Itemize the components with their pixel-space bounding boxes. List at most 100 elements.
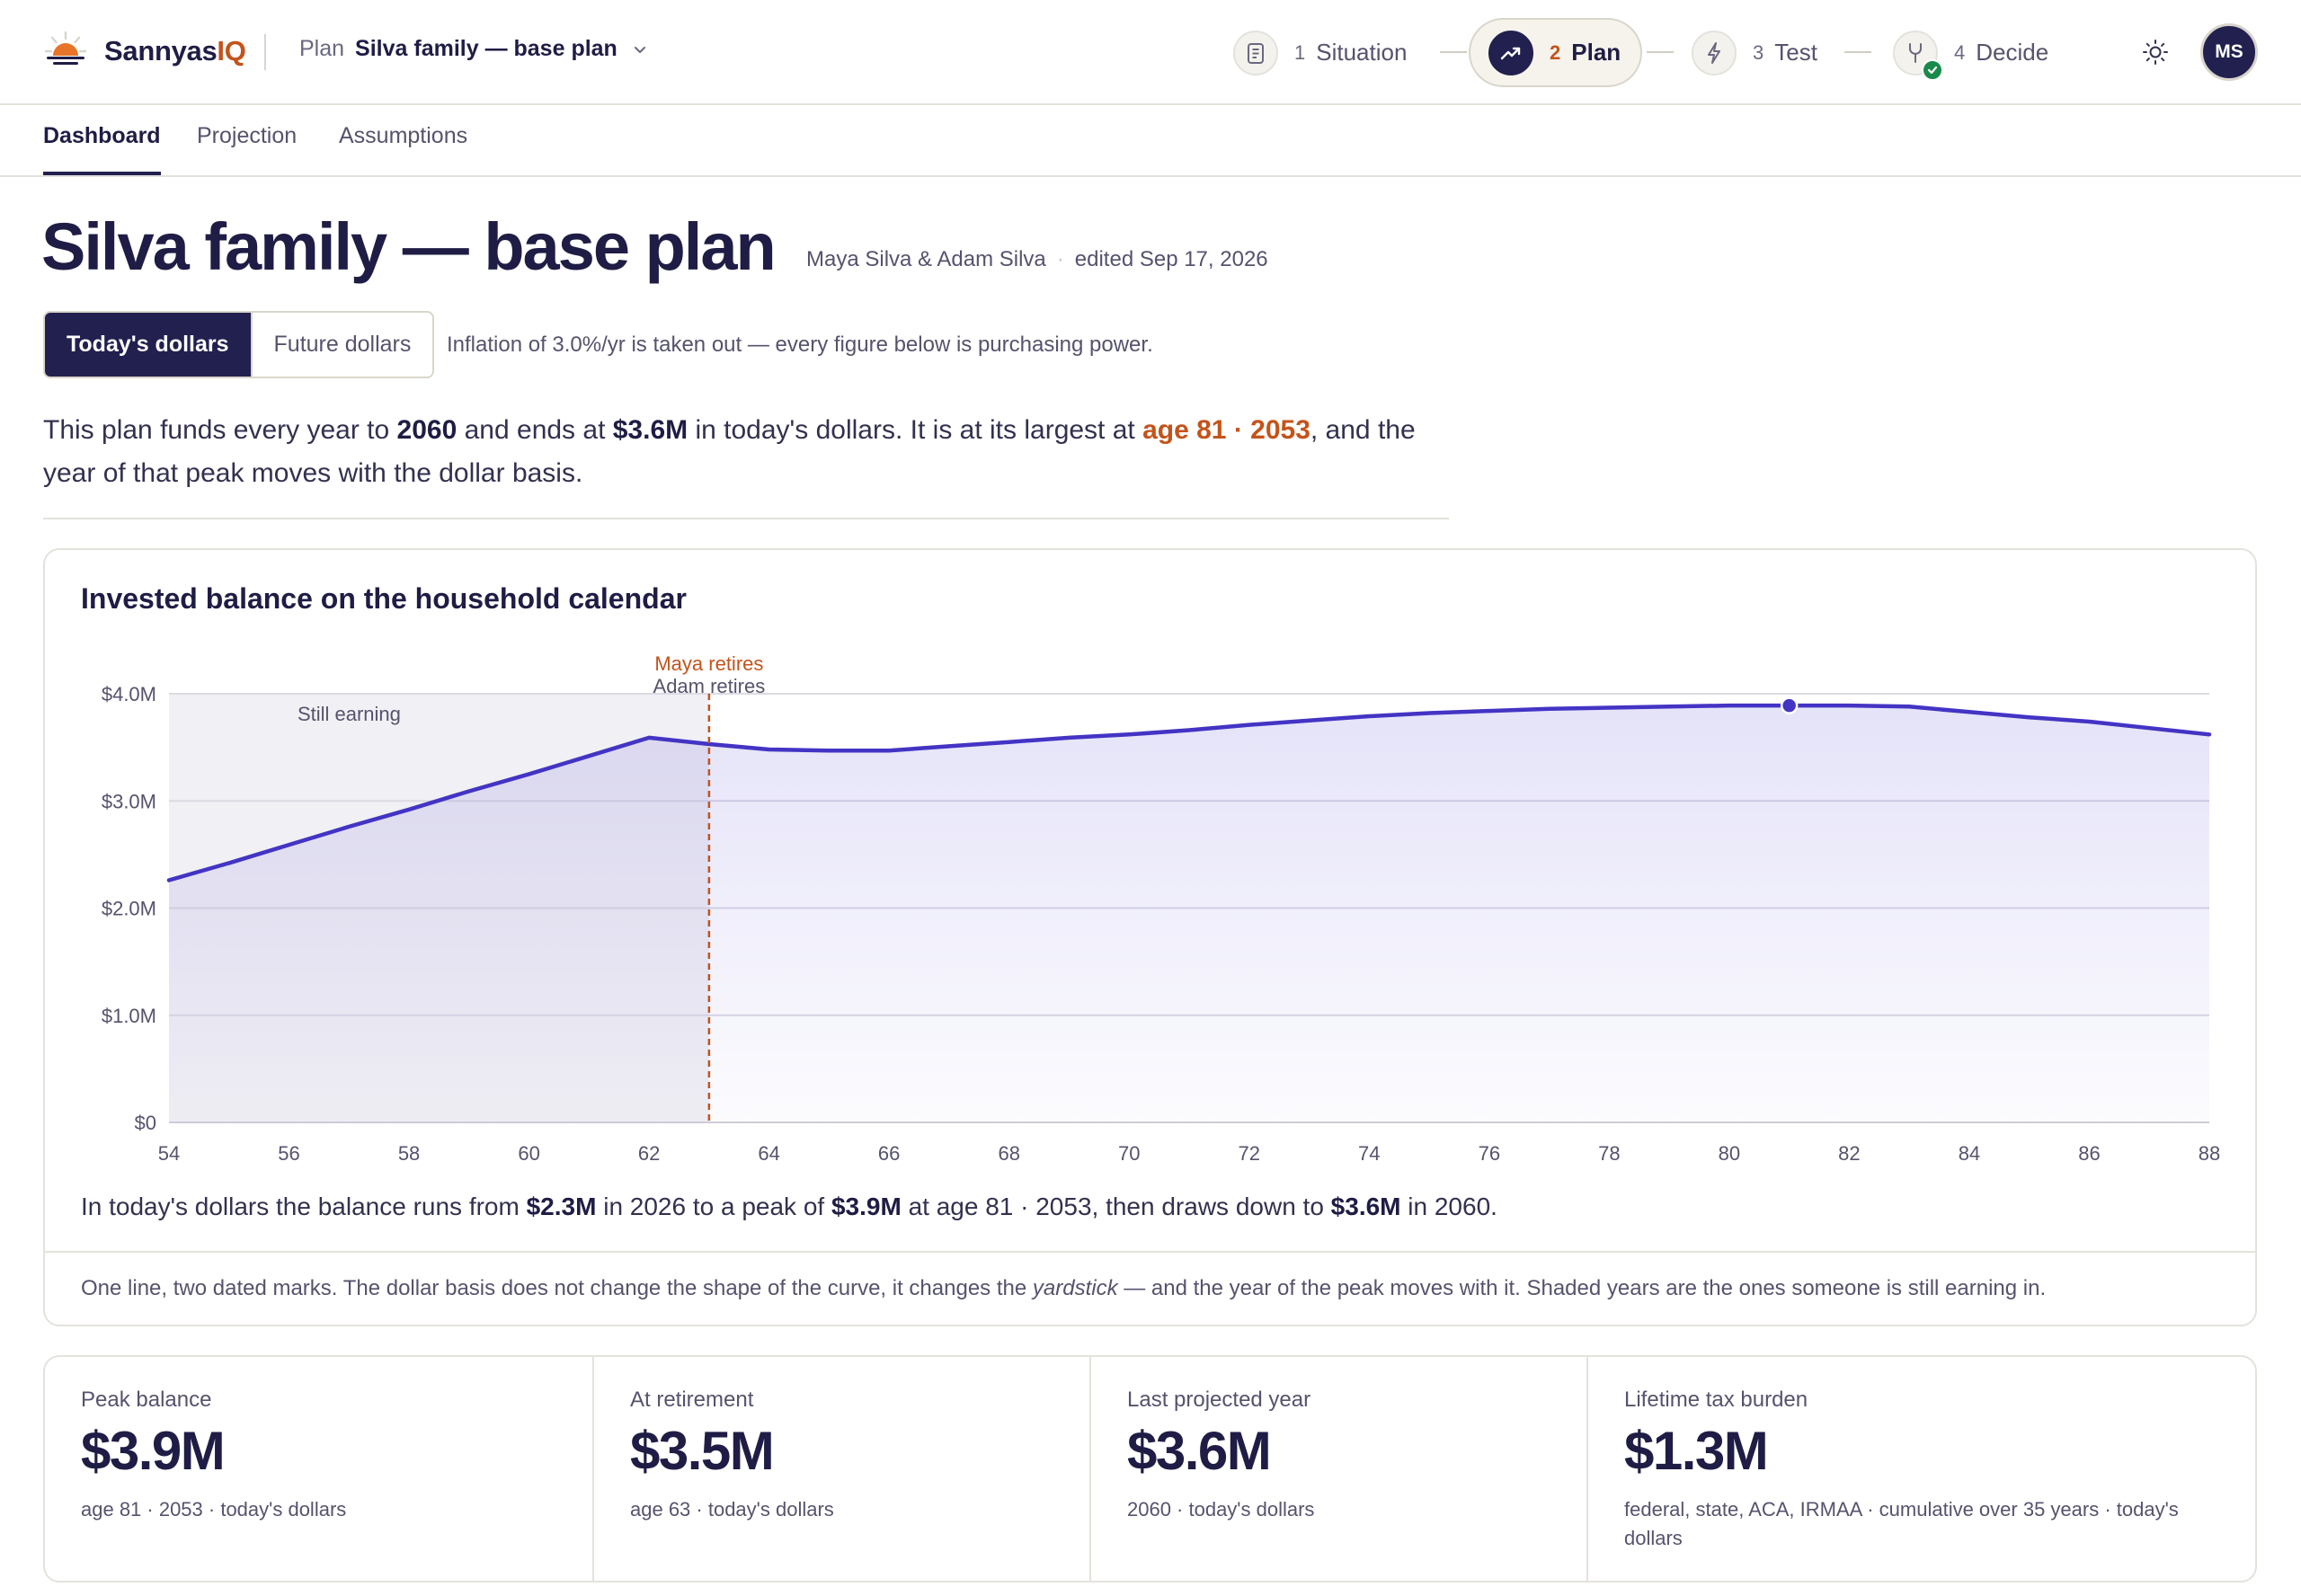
dollar-basis-toggle: Today's dollars Future dollars: [43, 311, 435, 378]
x-tick-label: 66: [878, 1142, 900, 1165]
x-tick-label: 58: [398, 1142, 420, 1165]
chart-footnote: One line, two dated marks. The dollar ba…: [45, 1251, 2255, 1325]
plan-selector-label: Plan: [299, 36, 345, 61]
chart-title: Invested balance on the household calend…: [81, 582, 687, 615]
x-tick-label: 84: [1959, 1142, 1980, 1165]
peak-highlight: age 81 · 2053: [1142, 415, 1310, 445]
step-plan[interactable]: 2 Plan: [1469, 18, 1643, 87]
y-tick-label: $2.0M: [102, 898, 156, 920]
y-tick-label: $4.0M: [102, 683, 156, 705]
brand[interactable]: SannyasIQ: [41, 27, 246, 75]
earning-region-label: Still earning: [298, 703, 401, 725]
stat-last-projected-year: Last projected year $3.6M 2060 · today's…: [1089, 1357, 1586, 1581]
x-tick-label: 70: [1118, 1142, 1140, 1165]
x-tick-label: 74: [1358, 1142, 1380, 1165]
step-number: 4: [1954, 40, 1966, 64]
balance-line: [166, 703, 2212, 882]
x-tick-label: 76: [1479, 1142, 1500, 1165]
plan-owners: Maya Silva & Adam Silva: [806, 247, 1046, 271]
stat-lifetime-tax: Lifetime tax burden $1.3M federal, state…: [1586, 1357, 2255, 1581]
step-connector: [1440, 51, 1467, 53]
stat-label: Last projected year: [1127, 1388, 1311, 1412]
tab-assumptions[interactable]: Assumptions: [339, 123, 468, 148]
x-tick-label: 78: [1598, 1142, 1620, 1165]
stat-label: Lifetime tax burden: [1624, 1388, 1808, 1412]
stat-at-retirement: At retirement $3.5M age 63 · today's dol…: [592, 1357, 1089, 1581]
tab-dashboard[interactable]: Dashboard: [43, 123, 161, 175]
chevron-down-icon: [634, 46, 645, 53]
plan-selector-value: Silva family — base plan: [355, 36, 617, 61]
step-label: Test: [1774, 39, 1817, 66]
tab-projection[interactable]: Projection: [197, 123, 298, 148]
plan-edited-date: edited Sep 17, 2026: [1074, 247, 1268, 271]
step-label: Decide: [1976, 39, 2049, 66]
stat-peak-balance: Peak balance $3.9M age 81 · 2053 · today…: [45, 1357, 592, 1581]
y-tick-label: $3.0M: [102, 790, 156, 812]
x-tick-label: 62: [638, 1142, 660, 1165]
plan-meta: Maya Silva & Adam Silva · edited Sep 17, 2…: [806, 247, 1268, 272]
peak-point: [1780, 696, 1799, 714]
clipboard-icon: [1233, 30, 1278, 75]
plan-summary: This plan funds every year to 2060 and e…: [43, 415, 1416, 488]
user-avatar[interactable]: MS: [2200, 23, 2258, 81]
step-connector: [1647, 51, 1674, 53]
x-tick-label: 86: [2078, 1142, 2100, 1165]
step-test[interactable]: 3 Test: [1692, 18, 1817, 87]
stat-value: $3.5M: [630, 1421, 775, 1481]
stat-subtext: age 63 · today's dollars: [630, 1498, 834, 1521]
page-tabs: Dashboard Projection Assumptions: [0, 107, 2301, 177]
balance-area: [169, 705, 2209, 1122]
future-dollars-option[interactable]: Future dollars: [250, 313, 433, 377]
todays-dollars-option[interactable]: Today's dollars: [45, 313, 251, 377]
fork-icon: [1893, 30, 1943, 81]
balance-chart-card: Invested balance on the household calend…: [43, 548, 2257, 1326]
step-decide[interactable]: 4 Decide: [1893, 18, 2048, 87]
x-tick-label: 82: [1838, 1142, 1860, 1165]
logo-sun-icon: [44, 31, 87, 65]
plan-selector[interactable]: Plan Silva family — base plan: [299, 36, 648, 62]
step-label: Plan: [1571, 39, 1621, 66]
inflation-note: Inflation of 3.0%/yr is taken out — ever…: [447, 332, 1153, 357]
lightning-icon: [1692, 30, 1737, 75]
x-tick-label: 54: [158, 1142, 180, 1165]
stat-value: $1.3M: [1624, 1421, 1769, 1481]
y-tick-label: $1.0M: [102, 1005, 156, 1027]
page-title: Silva family — base plan: [41, 209, 777, 284]
step-number: 1: [1294, 40, 1306, 64]
y-tick-label: $0: [135, 1112, 156, 1134]
step-label: Situation: [1316, 39, 1408, 66]
stat-subtext: age 81 · 2053 · today's dollars: [81, 1498, 347, 1521]
stat-subtext: federal, state, ACA, IRMAA · cumulative …: [1624, 1498, 2179, 1549]
x-tick-label: 72: [1239, 1142, 1260, 1165]
stat-cards: Peak balance $3.9M age 81 · 2053 · today…: [43, 1355, 2257, 1583]
top-bar: SannyasIQ Plan Silva family — base plan …: [0, 0, 2301, 105]
stat-subtext: 2060 · today's dollars: [1127, 1498, 1315, 1521]
marker-label-primary: Maya retires: [654, 652, 763, 675]
step-situation[interactable]: 1 Situation: [1233, 18, 1407, 87]
step-number: 2: [1550, 40, 1561, 64]
x-tick-label: 68: [998, 1142, 1019, 1165]
stat-label: Peak balance: [81, 1388, 212, 1412]
meta-separator: ·: [1056, 247, 1064, 271]
x-tick-label: 60: [518, 1142, 539, 1165]
x-tick-label: 56: [278, 1142, 299, 1165]
x-tick-label: 80: [1719, 1142, 1740, 1165]
chart-footnote-text: One line, two dated marks. The dollar ba…: [81, 1276, 2047, 1300]
trend-up-icon: [1488, 30, 1533, 75]
chart-caption: In today's dollars the balance runs from…: [81, 1193, 1497, 1220]
brand-divider: [264, 34, 266, 70]
brand-name: SannyasIQ: [104, 35, 246, 66]
stat-label: At retirement: [630, 1388, 754, 1412]
check-icon: [1922, 58, 1943, 81]
stat-value: $3.9M: [81, 1421, 226, 1481]
step-number: 3: [1753, 40, 1764, 64]
x-tick-label: 64: [758, 1142, 779, 1165]
x-tick-label: 88: [2199, 1142, 2220, 1165]
sun-icon: [2143, 40, 2168, 65]
divider: [43, 518, 1449, 519]
theme-toggle-button[interactable]: [2136, 32, 2175, 72]
stat-value: $3.6M: [1127, 1421, 1272, 1481]
balance-chart: $0 $1.0M $2.0M $3.0M $4.0M 54 56 58 60 62 64 66 68 70…: [102, 652, 2220, 1165]
marker-label-secondary: Adam retires: [653, 675, 766, 697]
step-connector: [1844, 51, 1871, 53]
